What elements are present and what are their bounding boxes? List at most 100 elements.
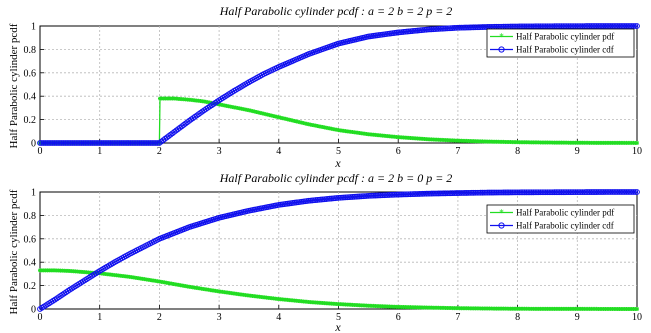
cdf-point [91, 140, 98, 146]
subplot-1-title: Half Parabolic cylinder pcdf : a = 2 b =… [219, 4, 453, 18]
subplot-2-legend-box [486, 204, 635, 234]
cdf-point [49, 140, 56, 146]
cdf-point [69, 140, 76, 146]
cdf-point [93, 140, 99, 146]
cdf-point [125, 140, 132, 146]
subplot-1-y-axis-label: Half Parabolic cylinder pcdf [8, 23, 20, 148]
x-tick-label: 2 [157, 312, 162, 323]
cdf-point [38, 140, 45, 146]
cdf-point [67, 140, 74, 146]
cdf-point [151, 140, 157, 146]
y-tick-label: 0.4 [24, 92, 37, 103]
x-tick-label: 9 [575, 312, 580, 323]
x-tick-label: 10 [632, 146, 642, 157]
cdf-point [66, 140, 72, 146]
cdf-point [47, 140, 54, 146]
cdf-point [134, 140, 141, 146]
cdf-point [76, 140, 83, 146]
cdf-point [51, 140, 58, 146]
y-tick-label: 0.8 [24, 45, 37, 56]
cdf-point [131, 140, 137, 146]
cdf-point [109, 140, 116, 146]
x-tick-label: 8 [515, 146, 520, 157]
x-tick-label: 1 [97, 146, 102, 157]
cdf-point [60, 140, 67, 146]
y-tick-label: 0.2 [24, 115, 37, 126]
subplot-2-ticks: 0 1 2 3 4 5 6 7 8 9 10 0 0.2 0.4 0.6 0.8 1 [24, 188, 643, 324]
cdf-point [634, 23, 640, 29]
y-tick-label: 1 [31, 22, 36, 33]
cdf-point [111, 140, 118, 146]
x-tick-label: 10 [632, 312, 642, 323]
cdf-point [114, 140, 121, 146]
subplot-1-legend-box [486, 28, 635, 58]
cdf-point [142, 140, 148, 146]
cdf-point [632, 189, 639, 195]
y-tick-label: 0.6 [24, 234, 37, 245]
subplot-1-legend-pdf-label: Half Parabolic cylinder pdf [516, 32, 614, 42]
subplot-1-series [37, 23, 640, 146]
cdf-point [120, 140, 127, 146]
cdf-point [82, 140, 89, 146]
subplot-2-title: Half Parabolic cylinder pcdf : a = 2 b =… [219, 171, 453, 185]
x-tick-label: 8 [515, 312, 520, 323]
subplot-2-legend: * Half Parabolic cylinder pdf Half Parab… [486, 204, 635, 234]
cdf-point [116, 140, 123, 146]
cdf-point [55, 140, 61, 146]
subplot-2-y-axis-label: Half Parabolic cylinder pcdf [8, 189, 20, 314]
x-tick-label: 1 [97, 312, 102, 323]
cdf-point [85, 140, 92, 146]
x-tick-label: 4 [276, 312, 281, 323]
pdf-series [38, 96, 639, 145]
cdf-point [78, 140, 85, 146]
cdf-point [113, 140, 119, 146]
cdf-point [630, 23, 637, 29]
x-tick-label: 5 [336, 146, 341, 157]
cdf-point [152, 140, 159, 146]
subplot-2-legend-pdf-marker: * [499, 209, 504, 219]
x-tick-label: 7 [455, 146, 460, 157]
cdf-point [44, 140, 51, 146]
x-tick-label: 6 [396, 146, 401, 157]
cdf-point [96, 140, 103, 146]
subplot-2-legend-cdf-label: Half Parabolic cylinder cdf [516, 221, 614, 231]
cdf-point [73, 140, 80, 146]
cdf-series [37, 23, 640, 146]
pdf-point [635, 306, 639, 311]
cdf-point [100, 140, 107, 146]
y-tick-label: 0.2 [24, 281, 37, 292]
y-tick-label: 0 [31, 139, 36, 150]
cdf-point [84, 140, 90, 146]
cdf-point [149, 140, 156, 146]
subplot-1-x-axis-label: x [334, 156, 341, 170]
pdf-point [635, 140, 639, 145]
subplot-2-legend-cdf-marker [498, 222, 505, 229]
cdf-point [136, 140, 143, 146]
subplot-2-legend-pdf-label: Half Parabolic cylinder pdf [516, 208, 614, 218]
cdf-point [89, 140, 96, 146]
x-tick-label: 9 [575, 146, 580, 157]
x-tick-label: 4 [276, 146, 281, 157]
cdf-point [143, 140, 150, 146]
y-tick-label: 0.8 [24, 211, 37, 222]
subplot-1: Half Parabolic cylinder pcdf : a = 2 b =… [8, 4, 642, 170]
cdf-point [37, 140, 43, 146]
x-tick-label: 0 [38, 146, 43, 157]
cdf-point [71, 140, 78, 146]
cdf-point [632, 23, 639, 29]
y-tick-label: 1 [31, 188, 36, 199]
cdf-point [122, 140, 128, 146]
subplot-2-series [37, 189, 640, 312]
subplot-2-x-axis-label: x [334, 320, 341, 333]
x-tick-label: 2 [157, 146, 162, 157]
cdf-point [80, 140, 87, 146]
cdf-point [53, 140, 60, 146]
cdf-point [140, 140, 147, 146]
x-tick-label: 3 [217, 312, 222, 323]
cdf-point [42, 140, 49, 146]
y-tick-label: 0.4 [24, 258, 37, 269]
x-tick-label: 3 [217, 146, 222, 157]
cdf-point [145, 140, 152, 146]
cdf-point [129, 140, 136, 146]
